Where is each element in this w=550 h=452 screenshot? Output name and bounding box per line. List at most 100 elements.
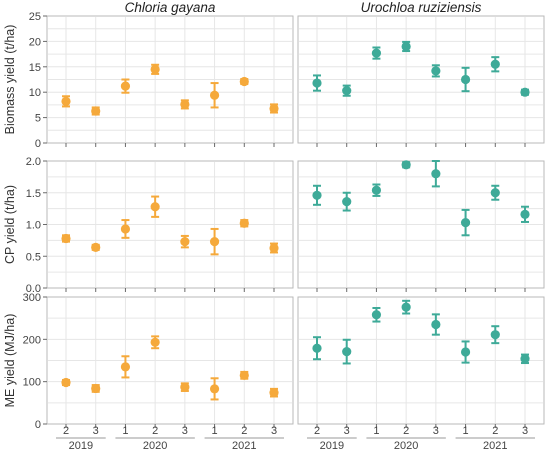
y-axis-labels: Biomass yield (t/ha) CP yield (t/ha) ME yi… — [3, 25, 17, 408]
x-tick-label: 1 — [463, 425, 469, 437]
marker — [120, 362, 131, 372]
data-point — [269, 103, 279, 114]
x-tick-label: 3 — [344, 425, 350, 437]
data-point — [401, 40, 411, 53]
x-tick-label: 2 — [492, 425, 498, 437]
marker — [312, 190, 322, 200]
marker — [460, 74, 471, 85]
marker — [239, 370, 249, 380]
marker — [401, 160, 411, 170]
marker — [150, 337, 160, 347]
marker — [180, 237, 190, 247]
panel — [297, 15, 545, 147]
year-label: 2019 — [320, 440, 344, 452]
marker — [91, 383, 101, 394]
data-point — [490, 184, 500, 201]
y-tick-label: 100 — [23, 377, 41, 389]
marker — [401, 302, 411, 312]
x-tick-label: 1 — [212, 425, 218, 437]
data-point — [120, 219, 131, 239]
y-tick-label: 5 — [35, 113, 41, 125]
panel: 0.0 0.5 1.0 1.5 2.0 — [26, 156, 294, 295]
marker — [61, 377, 71, 388]
marker — [342, 197, 352, 207]
data-point — [180, 99, 190, 110]
x-tick-label: 3 — [182, 425, 188, 437]
data-point — [209, 377, 220, 401]
marker — [401, 41, 411, 52]
year-label: 2019 — [69, 440, 93, 452]
data-point — [61, 233, 71, 244]
data-point — [520, 353, 530, 365]
x-tick-label: 2 — [403, 425, 409, 437]
marker — [180, 382, 190, 392]
data-point — [371, 183, 382, 197]
marker — [91, 242, 101, 252]
x-tick-label: 3 — [93, 425, 99, 437]
y-tick-label: 25 — [29, 11, 41, 23]
year-label: 2021 — [232, 440, 256, 452]
data-point — [342, 191, 352, 212]
data-point — [520, 87, 530, 97]
data-point — [312, 74, 322, 92]
data-point — [61, 95, 71, 108]
y-tick-label: 2.0 — [26, 156, 41, 168]
data-point — [239, 76, 249, 87]
data-point — [239, 370, 249, 380]
marker — [490, 59, 500, 69]
data-point — [460, 66, 471, 93]
data-point — [150, 195, 160, 218]
marker — [61, 233, 71, 244]
data-point — [269, 242, 279, 254]
y-tick-label: 0.5 — [26, 251, 41, 263]
marker — [371, 185, 382, 195]
marker — [342, 86, 352, 96]
marker — [209, 384, 220, 394]
marker — [61, 96, 71, 106]
data-point — [371, 46, 382, 60]
data-point — [490, 56, 500, 73]
data-point — [269, 387, 279, 398]
data-point — [342, 338, 352, 365]
data-point — [460, 208, 471, 237]
year-label: 2021 — [483, 440, 507, 452]
data-point — [431, 64, 441, 78]
x-tick-label: 2 — [241, 425, 247, 437]
data-point — [180, 382, 190, 392]
data-point — [209, 227, 220, 256]
panel-title: Chloria gayana — [125, 0, 216, 15]
data-point — [312, 336, 322, 361]
data-point — [460, 340, 471, 364]
marker — [460, 217, 471, 228]
y-tick-label: 10 — [29, 87, 41, 99]
y-tick-label: 1.0 — [26, 220, 41, 232]
marker — [371, 48, 382, 58]
data-point — [312, 184, 322, 206]
x-tick-label: 3 — [271, 425, 277, 437]
marker — [460, 347, 471, 357]
data-point — [342, 84, 352, 97]
y-tick-label: 200 — [23, 334, 41, 346]
data-point — [209, 82, 220, 109]
y-tick-label: 0.0 — [26, 283, 41, 295]
data-point — [520, 205, 530, 223]
data-point — [401, 160, 411, 170]
x-tick-label: 3 — [522, 425, 528, 437]
marker — [150, 202, 160, 212]
panel: 0 5 10 15 20 25 — [29, 11, 294, 150]
marker — [371, 310, 382, 320]
data-point — [91, 106, 101, 116]
marker — [239, 218, 249, 228]
marker — [431, 66, 441, 76]
data-point — [371, 307, 382, 323]
data-point — [120, 78, 131, 94]
data-point — [401, 299, 411, 315]
marker — [239, 76, 249, 87]
data-point — [91, 383, 101, 394]
marker — [431, 169, 441, 179]
data-point — [239, 218, 249, 228]
marker — [209, 237, 220, 247]
year-label: 2020 — [143, 440, 167, 452]
